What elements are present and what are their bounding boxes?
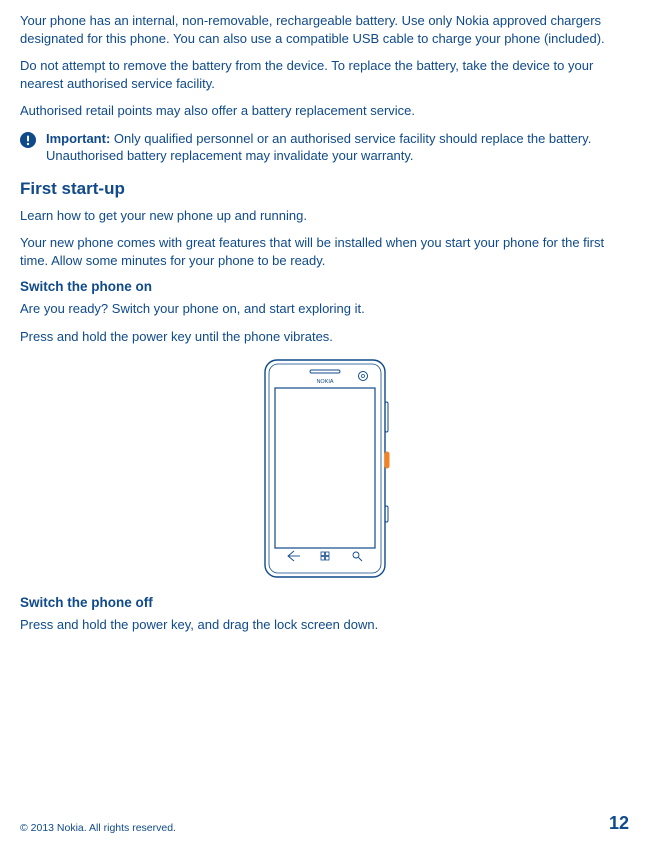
sub-heading-switch-on: Switch the phone on (20, 279, 629, 294)
paragraph-switch-off: Press and hold the power key, and drag t… (20, 616, 629, 634)
phone-brand-label: NOKIA (316, 379, 333, 385)
important-label: Important: (46, 131, 110, 146)
section-heading-first-startup: First start-up (20, 179, 629, 199)
alert-icon (20, 132, 36, 153)
important-body: Only qualified personnel or an authorise… (46, 131, 591, 164)
paragraph-press-hold: Press and hold the power key until the p… (20, 328, 629, 346)
paragraph-learn: Learn how to get your new phone up and r… (20, 207, 629, 225)
paragraph-ready: Are you ready? Switch your phone on, and… (20, 300, 629, 318)
phone-illustration: NOKIA (20, 356, 629, 581)
page-number: 12 (609, 813, 629, 834)
important-note-text: Important: Only qualified personnel or a… (46, 130, 629, 165)
paragraph-battery-info: Your phone has an internal, non-removabl… (20, 12, 629, 47)
important-note: Important: Only qualified personnel or a… (20, 130, 629, 165)
copyright-text: © 2013 Nokia. All rights reserved. (20, 822, 176, 834)
page-footer: © 2013 Nokia. All rights reserved. 12 (20, 813, 629, 834)
paragraph-features: Your new phone comes with great features… (20, 234, 629, 269)
paragraph-no-remove: Do not attempt to remove the battery fro… (20, 57, 629, 92)
sub-heading-switch-off: Switch the phone off (20, 595, 629, 610)
paragraph-retail-replace: Authorised retail points may also offer … (20, 102, 629, 120)
